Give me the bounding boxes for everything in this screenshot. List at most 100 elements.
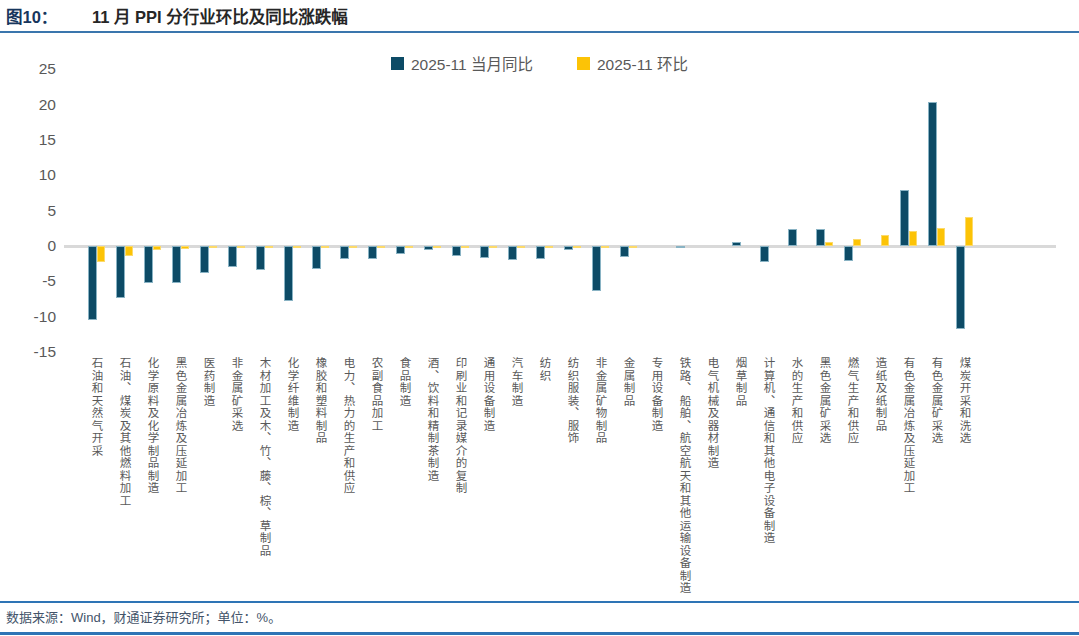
bar-yoy [592, 246, 601, 291]
bar-yoy [144, 246, 153, 283]
bar-mom [629, 246, 637, 248]
bar-yoy [760, 246, 769, 262]
x-category-label: 纺织 [538, 357, 552, 382]
ppi-bar-chart: 2025-11 当月同比 2025-11 环比 2520151050-5-10-… [0, 0, 1079, 636]
bar-yoy [368, 246, 377, 259]
source-note: 数据来源：Wind，财通证券研究所；单位：%。 [6, 607, 281, 626]
x-category-label: 黑色金属冶炼及压延加工 [174, 357, 188, 495]
bar-mom [153, 246, 161, 250]
x-category-label: 计算机、通信和其他电子设备制造 [762, 357, 776, 545]
bar-yoy [452, 246, 461, 256]
x-category-label: 金属制品 [622, 357, 636, 407]
y-tick-label: 20 [8, 95, 56, 115]
bar-yoy [200, 246, 209, 273]
y-tick-label: 10 [8, 165, 56, 185]
bar-mom [461, 246, 469, 248]
bar-yoy [396, 246, 405, 254]
x-category-label: 化学原料及化学制品制造 [146, 357, 160, 495]
bar-mom [97, 246, 105, 262]
bar-mom [937, 228, 945, 246]
x-category-label: 非金属矿物制品 [594, 357, 608, 445]
x-category-label: 水的生产和供应 [790, 357, 804, 445]
x-category-label: 汽车制造 [510, 357, 524, 407]
bar-mom [909, 231, 917, 246]
x-category-label: 石油和天然气开采 [90, 357, 104, 457]
x-category-label: 橡胶和塑料制品 [314, 357, 328, 445]
y-tick-label: -10 [8, 307, 56, 327]
x-category-label: 燃气生产和供应 [846, 357, 860, 445]
bar-mom [265, 246, 273, 248]
y-tick-label: -15 [8, 342, 56, 362]
bar-yoy [256, 246, 265, 270]
bar-yoy [956, 246, 965, 329]
legend-item-yoy: 2025-11 当月同比 [391, 52, 533, 74]
x-category-label: 煤炭开采和洗选 [958, 357, 972, 445]
report-figure-page: 图10：11 月 PPI 分行业环比及同比涨跌幅 2025-11 当月同比 20… [0, 0, 1079, 636]
bar-mom [125, 246, 133, 256]
bar-mom [209, 246, 217, 248]
bar-mom [405, 246, 413, 248]
bar-mom [853, 239, 861, 246]
legend-label-yoy: 2025-11 当月同比 [411, 52, 533, 74]
footer-divider-top [0, 601, 1079, 603]
bar-mom [349, 246, 357, 248]
bar-mom [965, 217, 973, 246]
bar-mom [881, 235, 889, 246]
x-category-label: 化学纤维制造 [286, 357, 300, 432]
bar-yoy [116, 246, 125, 298]
bar-yoy [284, 246, 293, 301]
y-tick-label: 0 [8, 236, 56, 256]
bar-yoy [508, 246, 517, 260]
x-category-label: 通用设备制造 [482, 357, 496, 432]
bar-yoy [788, 229, 797, 246]
bar-yoy [228, 246, 237, 267]
x-category-label: 有色金属矿采选 [930, 357, 944, 445]
x-category-label: 农副食品加工 [370, 357, 384, 432]
x-category-label: 电气机械及器材制造 [706, 357, 720, 470]
bar-mom [517, 246, 525, 248]
bar-yoy [312, 246, 321, 269]
x-category-label: 酒、饮料和精制茶制造 [426, 357, 440, 482]
legend-label-mom: 2025-11 环比 [597, 52, 688, 74]
bar-mom [237, 246, 245, 248]
bar-mom [573, 246, 581, 248]
bar-mom [489, 246, 497, 248]
x-category-label: 铁路、船舶、航空航天和其他运输设备制造 [678, 357, 692, 595]
bar-yoy [480, 246, 489, 258]
bar-yoy [620, 246, 629, 257]
x-category-label: 烟草制品 [734, 357, 748, 407]
bar-yoy [900, 190, 909, 246]
bar-yoy [928, 102, 937, 246]
x-category-label: 食品制造 [398, 357, 412, 407]
x-category-label: 医药制造 [202, 357, 216, 407]
x-category-label: 电力、热力的生产和供应 [342, 357, 356, 495]
bar-yoy [564, 246, 573, 250]
bar-mom [321, 246, 329, 248]
x-category-label: 印刷业和记录媒介的复制 [454, 357, 468, 495]
x-category-label: 黑色金属矿采选 [818, 357, 832, 445]
x-category-label: 纺织服装、服饰 [566, 357, 580, 445]
y-tick-label: 25 [8, 59, 56, 79]
bar-mom [433, 246, 441, 248]
legend-swatch-yoy-icon [391, 57, 404, 70]
chart-legend: 2025-11 当月同比 2025-11 环比 [0, 52, 1079, 74]
x-category-label: 造纸及纸制品 [874, 357, 888, 432]
bar-yoy [424, 246, 433, 250]
bar-mom [293, 246, 301, 248]
bar-yoy [340, 246, 349, 259]
y-tick-label: 5 [8, 201, 56, 221]
x-category-label: 专用设备制造 [650, 357, 664, 432]
bar-yoy [844, 246, 853, 261]
x-category-label: 木材加工及木、竹、藤、棕、草制品 [258, 357, 272, 557]
bar-yoy [816, 229, 825, 246]
bar-mom [601, 246, 609, 248]
bar-yoy [172, 246, 181, 283]
bar-mom [825, 242, 833, 246]
bar-yoy [732, 242, 741, 246]
x-category-label: 非金属矿采选 [230, 357, 244, 432]
footer-divider-bottom [0, 632, 1079, 635]
bar-yoy [88, 246, 97, 320]
legend-swatch-mom-icon [577, 57, 590, 70]
bar-mom [377, 246, 385, 248]
bar-yoy [676, 246, 685, 248]
